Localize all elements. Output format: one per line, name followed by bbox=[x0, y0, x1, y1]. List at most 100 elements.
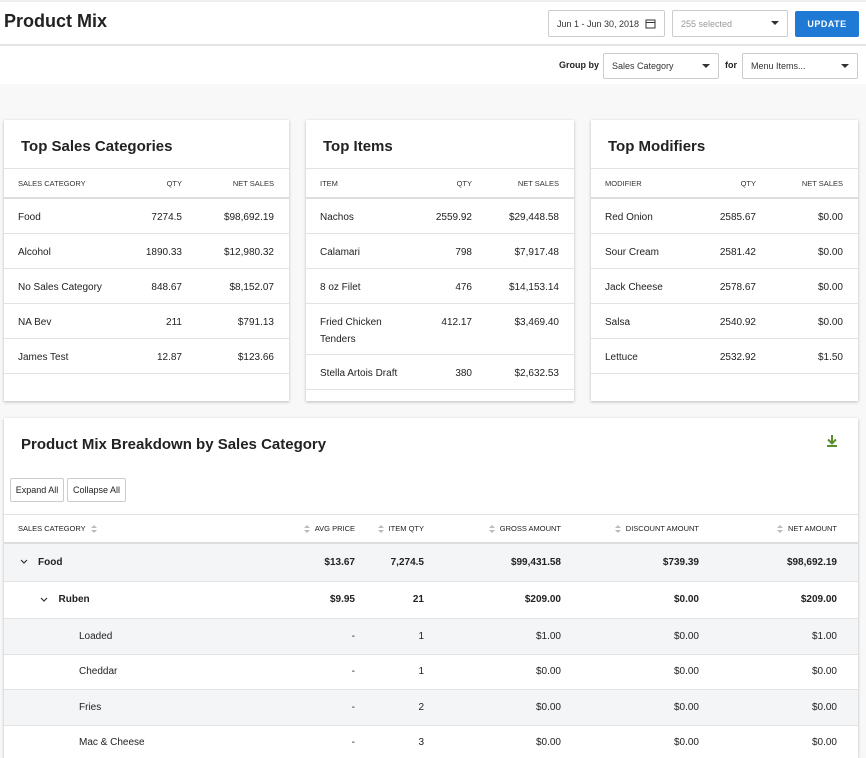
cell-label: Loaded bbox=[79, 619, 112, 654]
cell-value: 3 bbox=[418, 726, 424, 758]
date-picker[interactable]: Jun 1 - Jun 30, 2018 bbox=[548, 10, 665, 37]
sort-icon bbox=[777, 525, 783, 533]
cell-value: $0.00 bbox=[536, 726, 561, 758]
cell-value: 21 bbox=[413, 582, 424, 619]
cell-label: Fried Chicken Tenders bbox=[320, 314, 412, 348]
dropdown-caret bbox=[841, 64, 849, 69]
cell-label: Salsa bbox=[605, 314, 696, 331]
table-header: SALES CATEGORY AVG PRICE ITEM QTY GROSS AMO… bbox=[4, 514, 858, 544]
cell-value: $1.00 bbox=[536, 619, 561, 654]
breakdown-card: Product Mix Breakdown by Sales Category … bbox=[4, 418, 858, 758]
cell-value: $98,692.19 bbox=[787, 544, 837, 581]
cell-value: 1890.33 bbox=[122, 244, 182, 261]
cell-value: 2 bbox=[418, 690, 424, 725]
column-header: NET SALES bbox=[756, 179, 843, 189]
cell-value: 2585.67 bbox=[696, 209, 756, 226]
cell-label: Food bbox=[38, 544, 62, 581]
divider bbox=[0, 44, 866, 46]
cell-value: 2578.67 bbox=[696, 279, 756, 296]
download-icon[interactable] bbox=[826, 434, 838, 448]
cell-value: $0.00 bbox=[674, 655, 699, 690]
table-button[interactable]: Collapse All bbox=[67, 478, 126, 502]
cell-label: Alcohol bbox=[18, 244, 122, 261]
column-header[interactable]: NET AMOUNT bbox=[777, 515, 837, 542]
cell-value: 2540.92 bbox=[696, 314, 756, 331]
card-title: Top Modifiers bbox=[591, 120, 858, 168]
cell-value: $12,980.32 bbox=[182, 244, 274, 261]
cell-value: 2581.42 bbox=[696, 244, 756, 261]
cell-value: 798 bbox=[412, 244, 472, 261]
column-header: QTY bbox=[122, 179, 182, 189]
column-header: MODIFIER bbox=[605, 179, 696, 189]
update-button[interactable]: UPDATE bbox=[795, 11, 859, 37]
cell-label: Nachos bbox=[320, 209, 412, 226]
for-label: for bbox=[725, 60, 737, 70]
cell-value: $739.39 bbox=[663, 544, 699, 581]
cell-value: $2,632.53 bbox=[472, 365, 559, 382]
location-select[interactable]: 255 selected bbox=[672, 10, 788, 37]
cell-value: - bbox=[352, 726, 355, 758]
dropdown-caret bbox=[771, 21, 779, 26]
column-header[interactable]: SALES CATEGORY bbox=[18, 515, 97, 542]
column-header-text: NET AMOUNT bbox=[788, 524, 837, 533]
cell-label: Mac & Cheese bbox=[79, 726, 145, 758]
cell-value: $8,152.07 bbox=[182, 279, 274, 296]
cell-value: $3,469.40 bbox=[472, 314, 559, 331]
cell-value: $7,917.48 bbox=[472, 244, 559, 261]
expand-chevron[interactable] bbox=[20, 559, 28, 565]
column-header: SALES CATEGORY bbox=[18, 179, 122, 189]
column-header[interactable]: GROSS AMOUNT bbox=[489, 515, 561, 542]
chevron-wrap[interactable] bbox=[40, 582, 48, 619]
table-button[interactable]: Expand All bbox=[10, 478, 64, 502]
cell-label: Stella Artois Draft bbox=[320, 365, 412, 382]
cell-value: $791.13 bbox=[182, 314, 274, 331]
cell-value: 412.17 bbox=[412, 314, 472, 331]
cell-value: $98,692.19 bbox=[182, 209, 274, 226]
column-header-text: AVG PRICE bbox=[315, 524, 355, 533]
card-title: Top Sales Categories bbox=[4, 120, 289, 168]
for-select[interactable]: Menu Items... bbox=[742, 53, 858, 79]
cell-value: $209.00 bbox=[801, 582, 837, 619]
cell-value: 7,274.5 bbox=[391, 544, 424, 581]
table-row: Fries-2$0.00$0.00$0.00 bbox=[4, 690, 858, 726]
cell-label: No Sales Category bbox=[18, 279, 122, 296]
cell-label: Red Onion bbox=[605, 209, 696, 226]
breakdown-title: Product Mix Breakdown by Sales Category bbox=[21, 436, 326, 453]
cell-value: 2532.92 bbox=[696, 349, 756, 366]
cell-label: James Test bbox=[18, 349, 122, 366]
cell-label: Cheddar bbox=[79, 655, 117, 690]
cell-value: 848.67 bbox=[122, 279, 182, 296]
column-header[interactable]: DISCOUNT AMOUNT bbox=[615, 515, 699, 542]
sort-icon bbox=[615, 525, 621, 533]
column-header[interactable]: AVG PRICE bbox=[304, 515, 355, 542]
table-row: Mac & Cheese-3$0.00$0.00$0.00 bbox=[4, 726, 858, 758]
cell-value: $14,153.14 bbox=[472, 279, 559, 296]
expand-chevron[interactable] bbox=[40, 597, 48, 603]
cell-value: $0.00 bbox=[536, 655, 561, 690]
cell-value: $9.95 bbox=[330, 582, 355, 619]
cell-value: $0.00 bbox=[812, 690, 837, 725]
group-by-select[interactable]: Sales Category bbox=[603, 53, 719, 79]
column-header[interactable]: ITEM QTY bbox=[378, 515, 424, 542]
cell-value: $0.00 bbox=[756, 279, 843, 296]
chevron-wrap[interactable] bbox=[20, 544, 28, 581]
